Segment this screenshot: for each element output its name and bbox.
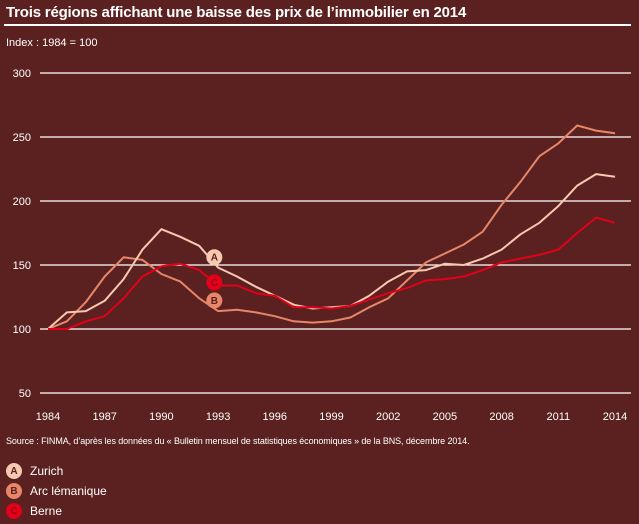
x-tick-label: 2014 [603, 411, 627, 423]
series-lines [47, 124, 616, 330]
series-marker-b: B [206, 292, 223, 309]
x-tick-label: 2008 [489, 411, 513, 423]
y-tick-label: 300 [13, 68, 31, 80]
marker-label: B [211, 296, 218, 307]
legend-badge-b: B [6, 483, 22, 499]
legend-label: Berne [30, 504, 63, 518]
y-axis-ticks: 50 100 150 200 250 300 [13, 68, 31, 400]
x-tick-label: 1990 [149, 411, 173, 423]
x-tick-label: 2002 [376, 411, 400, 423]
x-tick-label: 1987 [92, 411, 116, 423]
x-tick-label: 1993 [206, 411, 230, 423]
series-line-zurich [47, 173, 616, 330]
x-axis-ticks: 1984 1987 1990 1993 1996 1999 2002 2005 2008 2011… [36, 411, 627, 423]
x-tick-label: 1999 [319, 411, 343, 423]
x-tick-label: 2011 [546, 411, 570, 423]
legend-badge-c: C [6, 503, 22, 519]
legend-item-zurich: A Zurich [6, 461, 107, 481]
marker-label: C [211, 278, 218, 289]
legend-item-arc-lemanique: B Arc lémanique [6, 481, 107, 501]
chart-subtitle: Index : 1984 = 100 [6, 37, 98, 49]
series-marker-c: C [206, 274, 223, 291]
legend-item-berne: C Berne [6, 501, 107, 521]
marker-circle [206, 292, 223, 309]
legend: A Zurich B Arc lémanique C Berne [6, 461, 107, 521]
x-tick-label: 1984 [36, 411, 60, 423]
y-tick-label: 150 [13, 260, 31, 272]
chart-title: Trois régions affichant une baisse des p… [6, 4, 467, 21]
y-tick-label: 50 [19, 388, 31, 400]
legend-badge-a: A [6, 463, 22, 479]
series-line-berne [48, 216, 616, 330]
marker-circle [206, 249, 223, 266]
series-marker-a: A [206, 249, 223, 266]
y-tick-label: 250 [13, 132, 31, 144]
legend-label: Zurich [30, 464, 64, 478]
series-markers: A BC [206, 249, 223, 309]
x-tick-label: 2005 [433, 411, 457, 423]
source-note: Source : FINMA, d’après les données du «… [6, 436, 470, 446]
legend-label: Arc lémanique [30, 484, 107, 498]
marker-circle [206, 274, 223, 291]
y-tick-label: 200 [13, 196, 31, 208]
y-tick-label: 100 [13, 324, 31, 336]
series-line-arc-l-manique [47, 124, 616, 330]
marker-label: A [211, 253, 218, 264]
x-tick-label: 1996 [263, 411, 287, 423]
title-divider [4, 24, 631, 26]
gridlines [40, 72, 631, 394]
